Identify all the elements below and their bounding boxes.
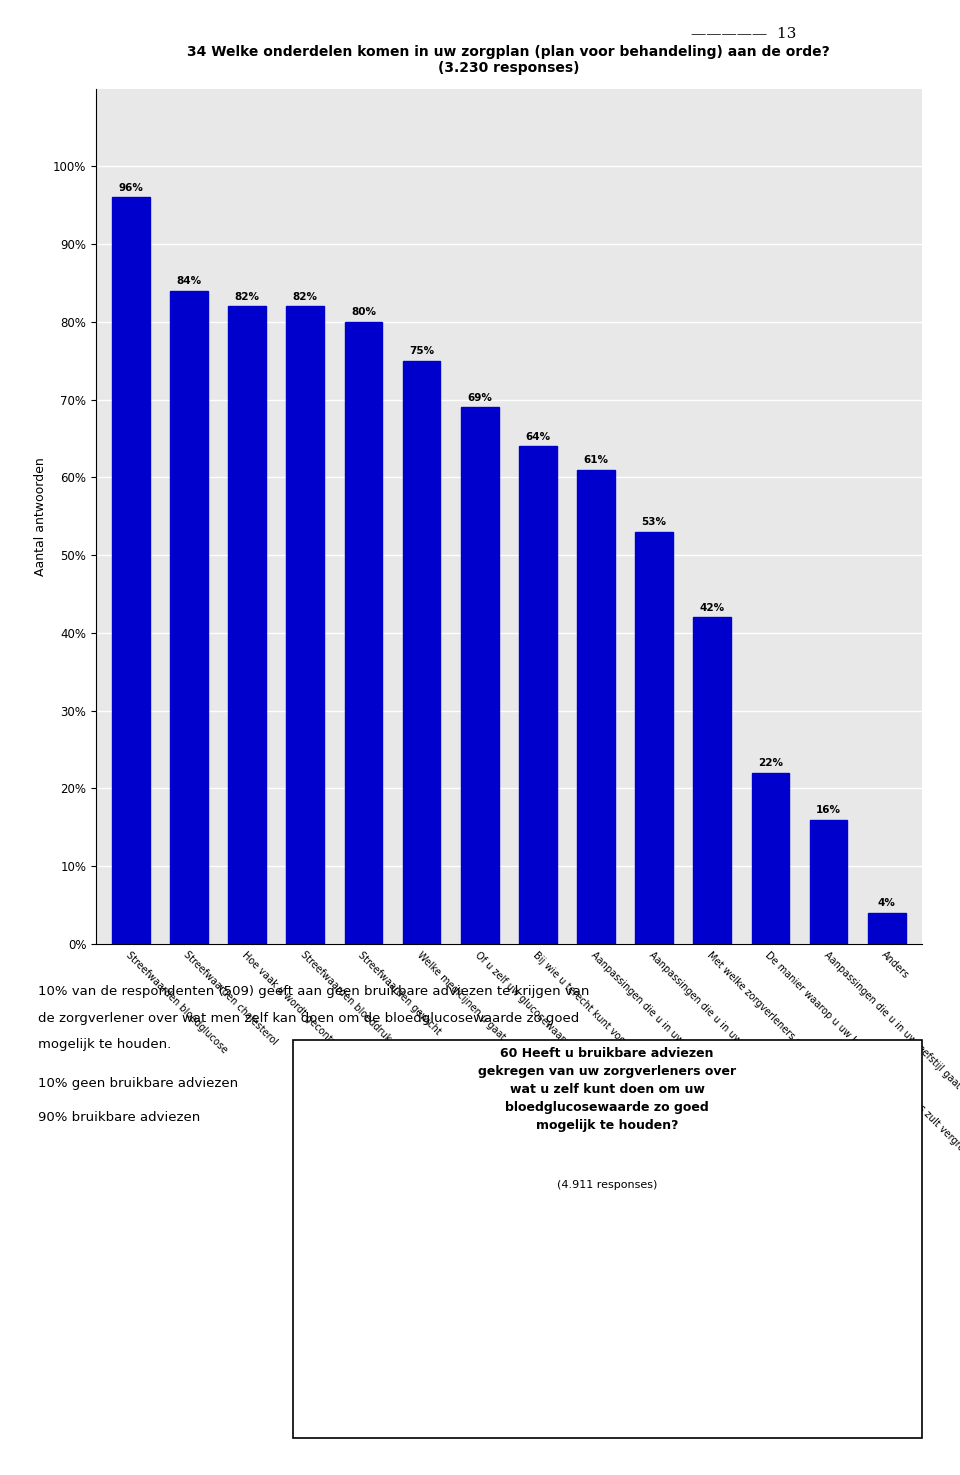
Bar <box>170 291 208 944</box>
Bar <box>693 618 732 944</box>
Text: 96%: 96% <box>118 183 143 193</box>
Bar <box>577 469 615 944</box>
Wedge shape <box>372 1086 680 1392</box>
Text: 22%: 22% <box>758 758 783 768</box>
Text: 10% van de respondenten (509) geeft aan geen bruikbare adviezen te krijgen van: 10% van de respondenten (509) geeft aan … <box>38 985 589 999</box>
Text: 4%: 4% <box>877 898 896 909</box>
Text: 61%: 61% <box>584 454 609 465</box>
Legend: Ja, Neen: Ja, Neen <box>743 1369 815 1416</box>
Bar <box>286 307 324 944</box>
Text: 82%: 82% <box>234 292 259 301</box>
Text: 69%: 69% <box>468 392 492 403</box>
Title: 34 Welke onderdelen komen in uw zorgplan (plan voor behandeling) aan de orde?
(3: 34 Welke onderdelen komen in uw zorgplan… <box>187 44 830 75</box>
Text: 16%: 16% <box>816 805 841 814</box>
Text: de zorgverlener over wat men zelf kan doen om de bloedglucosewaarde zo goed: de zorgverlener over wat men zelf kan do… <box>38 1012 580 1025</box>
Bar <box>112 198 150 944</box>
Bar <box>636 532 673 944</box>
Text: 82%: 82% <box>293 292 318 301</box>
Text: 10%: 10% <box>441 1106 474 1120</box>
Text: 60 Heeft u bruikbare adviezen
gekregen van uw zorgverleners over
wat u zelf kunt: 60 Heeft u bruikbare adviezen gekregen v… <box>478 1047 736 1133</box>
Text: 84%: 84% <box>177 276 202 286</box>
Bar <box>868 913 905 944</box>
Bar <box>345 322 382 944</box>
Text: 75%: 75% <box>409 347 434 355</box>
Wedge shape <box>436 1086 526 1239</box>
Text: 64%: 64% <box>525 432 550 441</box>
Text: mogelijk te houden.: mogelijk te houden. <box>38 1038 172 1052</box>
Text: 53%: 53% <box>641 518 666 527</box>
Bar <box>228 307 266 944</box>
Text: —————  13: ————— 13 <box>691 27 797 40</box>
Text: 90%: 90% <box>510 1347 542 1361</box>
Bar <box>402 361 441 944</box>
Text: (4.911 responses): (4.911 responses) <box>557 1180 658 1190</box>
Y-axis label: Aantal antwoorden: Aantal antwoorden <box>35 457 47 575</box>
Bar <box>752 773 789 944</box>
Text: 80%: 80% <box>351 307 376 317</box>
Bar <box>809 820 848 944</box>
Bar <box>461 407 498 944</box>
Text: 42%: 42% <box>700 603 725 612</box>
Text: 10% geen bruikbare adviezen: 10% geen bruikbare adviezen <box>38 1077 238 1090</box>
Bar <box>519 447 557 944</box>
Text: 90% bruikbare adviezen: 90% bruikbare adviezen <box>38 1111 201 1124</box>
